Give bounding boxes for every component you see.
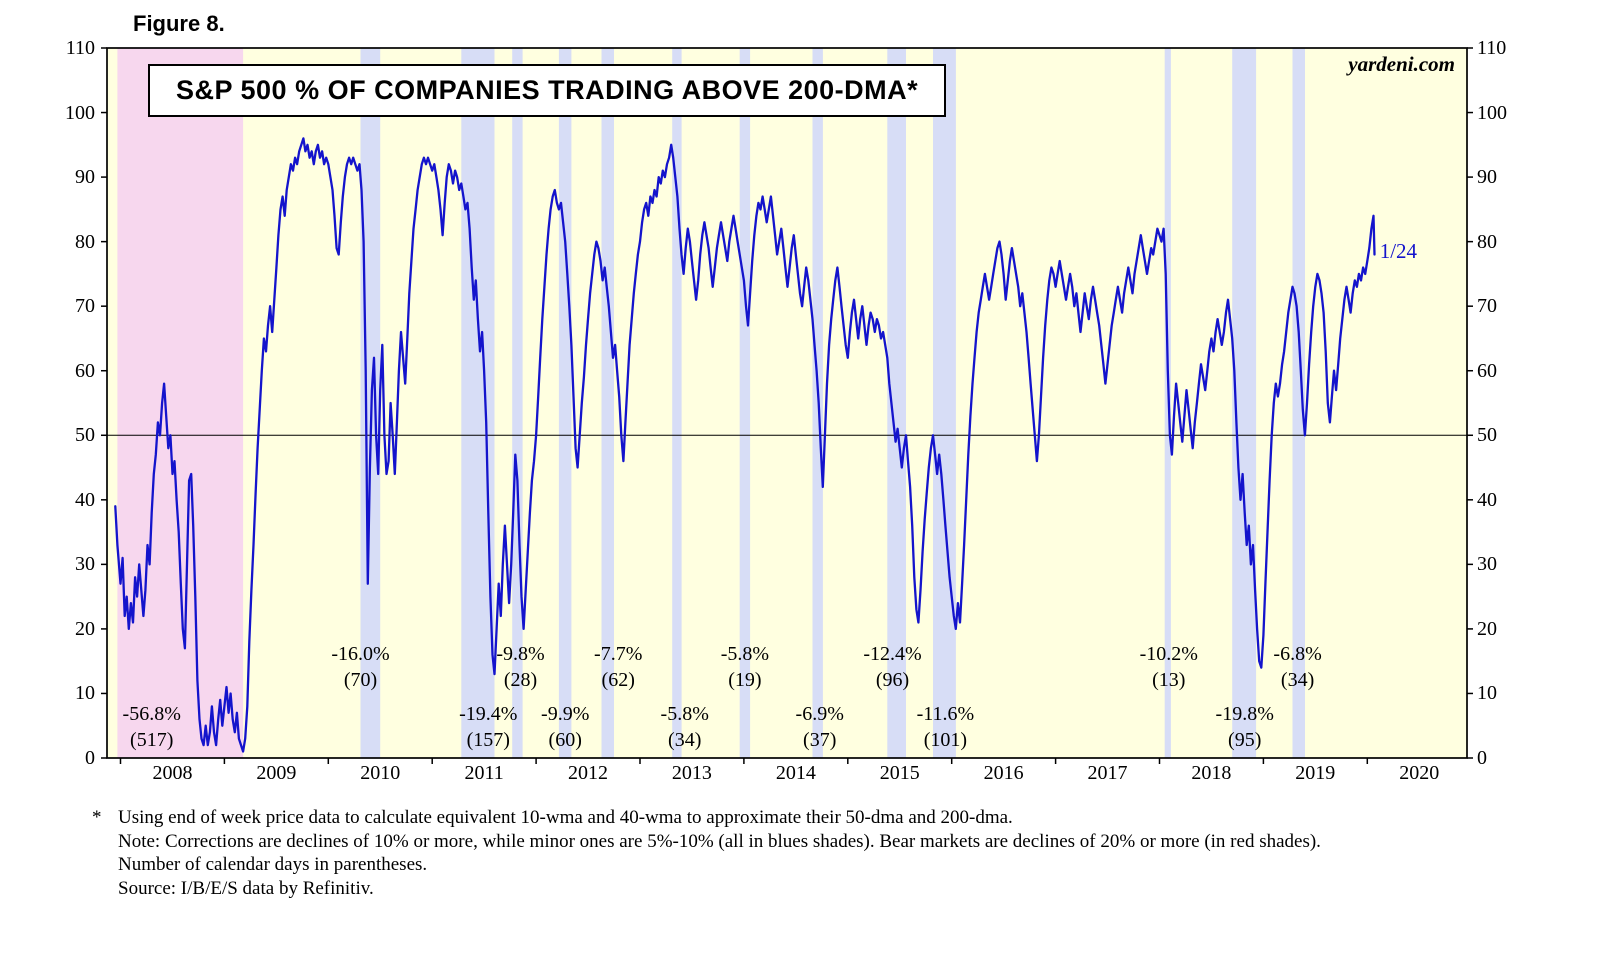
correction-band [1232,48,1257,758]
drawdown-annotation: -16.0% (70) [331,643,389,691]
x-axis-label: 2020 [1399,762,1440,784]
y-axis-label-left: 10 [75,682,95,705]
y-axis-label-right: 20 [1477,617,1497,640]
y-axis-label-left: 70 [75,295,95,318]
correction-band [739,48,751,758]
x-axis-label: 2011 [464,762,504,784]
x-axis-label: 2009 [256,762,297,784]
correction-band [512,48,523,758]
footnote-lines: Using end of week price data to calculat… [118,806,1321,900]
correction-band [360,48,381,758]
chart-plot: -56.8% (517) -16.0% (70) -19.4% (157) -9.8% (28… [101,47,1473,764]
series-line-pct-above-200dma [114,137,1376,753]
y-axis-label-left: 110 [65,37,95,59]
drawdown-annotation: -10.2% (13) [1140,643,1198,691]
x-axis-label: 2016 [983,762,1024,784]
correction-band [461,48,495,758]
bear-market-band [117,48,244,758]
chart-title-box: S&P 500 % OF COMPANIES TRADING ABOVE 200… [148,64,947,117]
y-axis-label-right: 90 [1477,166,1497,189]
drawdown-annotation: -12.4% (96) [863,643,921,691]
footnote-asterisk: * [92,807,102,828]
y-axis-label-right: 80 [1477,230,1497,253]
y-axis-label-left: 80 [75,230,95,253]
correction-band [601,48,614,758]
latest-date-label: 1/24 [1380,239,1418,263]
drawdown-annotation: -19.4% (157) [459,703,517,751]
y-axis-label-left: 100 [65,101,95,124]
drawdown-annotation: -9.8% (28) [496,643,544,691]
x-axis-label: 2010 [360,762,401,784]
x-axis-label: 2014 [775,762,816,784]
drawdown-annotation: -6.8% (34) [1273,643,1321,691]
y-axis-label-right: 110 [1477,37,1507,59]
x-axis-label: 2015 [879,762,920,784]
y-axis-label-left: 60 [75,359,95,382]
drawdown-annotation: -5.8% (34) [661,703,709,751]
y-axis-label-left: 90 [75,166,95,189]
x-axis-label: 2017 [1087,762,1128,784]
chart-title: S&P 500 % OF COMPANIES TRADING ABOVE 200… [176,75,919,105]
correction-band [933,48,956,758]
correction-band [672,48,682,758]
y-axis-label-right: 60 [1477,359,1497,382]
drawdown-annotation: -7.7% (62) [594,643,642,691]
y-axis-label-right: 70 [1477,295,1497,318]
y-axis-label-left: 40 [75,488,95,511]
footnote-line-4: Source: I/B/E/S data by Refinitiv. [118,877,374,899]
x-axis-label: 2012 [568,762,609,784]
chart-container: -56.8% (517) -16.0% (70) -19.4% (157) -9.8% (28… [99,40,1475,766]
x-axis-label: 2013 [671,762,712,784]
footnote-line-3: Number of calendar days in parentheses. [118,854,428,875]
y-axis-label-right: 10 [1477,682,1497,705]
x-axis-label: 2008 [152,762,193,784]
drawdown-annotation: -56.8% (517) [123,703,181,751]
drawdown-annotation: -9.9% (60) [541,703,589,751]
drawdown-annotation: -5.8% (19) [721,643,769,691]
footnote-line-1: Using end of week price data to calculat… [118,807,1013,828]
y-axis-label-left: 0 [85,747,95,769]
y-axis-label-right: 100 [1477,101,1507,124]
correction-band [887,48,906,758]
y-axis-label-left: 50 [75,424,95,447]
x-axis-label: 2018 [1191,762,1232,784]
drawdown-annotation: -19.8% (95) [1216,703,1274,751]
y-axis-label-left: 20 [75,617,95,640]
y-axis-label-left: 30 [75,553,95,576]
correction-band [558,48,572,758]
drawdown-annotation: -11.6% (101) [917,703,975,751]
yardeni-watermark: yardeni.com [1348,52,1455,76]
y-axis-label-right: 0 [1477,747,1487,769]
plot-border [106,47,1468,759]
footnote-block: * Using end of week price data to calcul… [92,806,1321,900]
figure-label: Figure 8. [133,11,225,36]
drawdown-annotation: -6.9% (37) [796,703,844,751]
y-axis-label-right: 30 [1477,553,1497,576]
footnote-line-2: Note: Corrections are declines of 10% or… [118,830,1321,852]
x-axis-label: 2019 [1295,762,1336,784]
y-axis-label-right: 40 [1477,488,1497,511]
correction-band [1292,48,1305,758]
y-axis-label-right: 50 [1477,424,1497,447]
